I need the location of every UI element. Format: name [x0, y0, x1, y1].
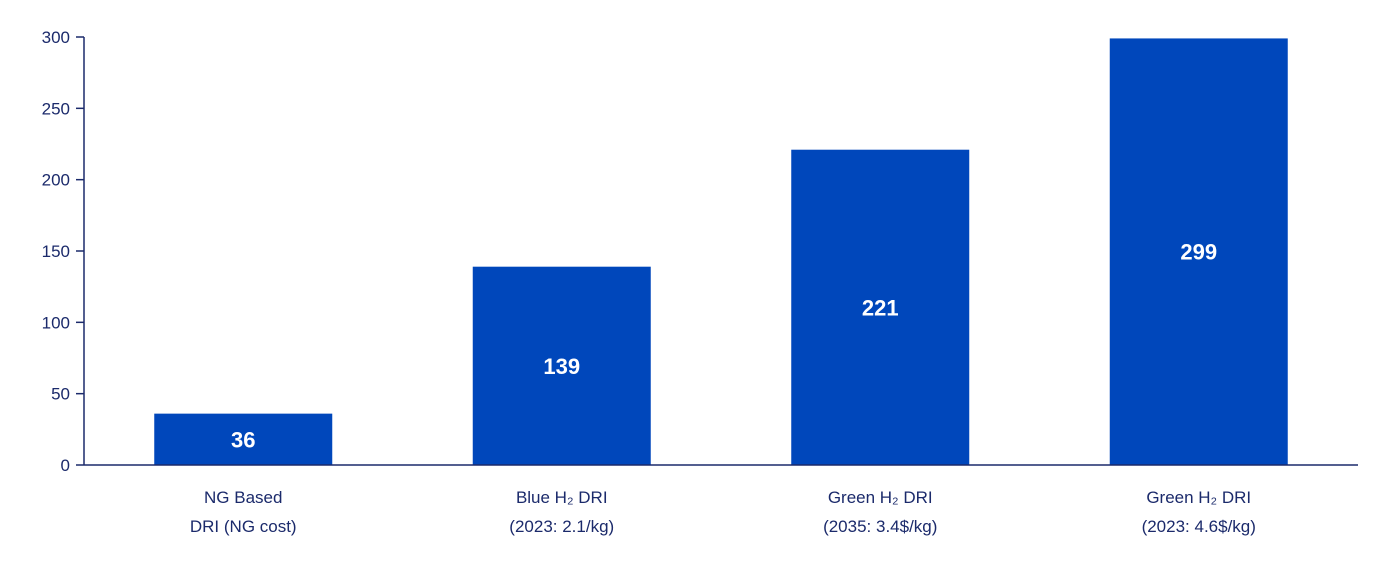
bar-value-label: 221 [862, 295, 899, 320]
bar-value-label: 139 [543, 354, 580, 379]
x-axis: NG Based DRI (NG cost) Blue H₂ DRI (2023: 2… [84, 464, 1358, 536]
x-category-label: (2023: 2.1/kg) [509, 517, 614, 536]
x-category-label: DRI (NG cost) [190, 517, 297, 536]
x-category-label: Blue H₂ DRI [516, 488, 608, 507]
x-category-label: Green H₂ DRI [1146, 488, 1251, 507]
y-tick-label: 300 [42, 28, 70, 47]
bar [791, 149, 970, 465]
bar-value-label: 36 [231, 427, 255, 452]
y-tick-label: 250 [42, 99, 70, 118]
y-tick-label: 50 [51, 385, 70, 404]
y-tick-label: 0 [61, 456, 70, 475]
y-axis: 0 50 100 150 200 250 300 [42, 28, 85, 475]
x-category-label: (2023: 4.6$/kg) [1142, 517, 1256, 536]
bar [1109, 38, 1288, 465]
y-tick-label: 100 [42, 313, 70, 332]
x-category-label: (2035: 3.4$/kg) [823, 517, 937, 536]
bar [154, 413, 333, 465]
bar-value-label: 299 [1180, 240, 1217, 265]
x-category-label: Green H₂ DRI [828, 488, 933, 507]
y-tick-label: 150 [42, 242, 70, 261]
bars: 36 139 221 299 [154, 38, 1288, 465]
x-category-label: NG Based [204, 488, 282, 507]
y-tick-label: 200 [42, 171, 70, 190]
bar [472, 266, 651, 465]
